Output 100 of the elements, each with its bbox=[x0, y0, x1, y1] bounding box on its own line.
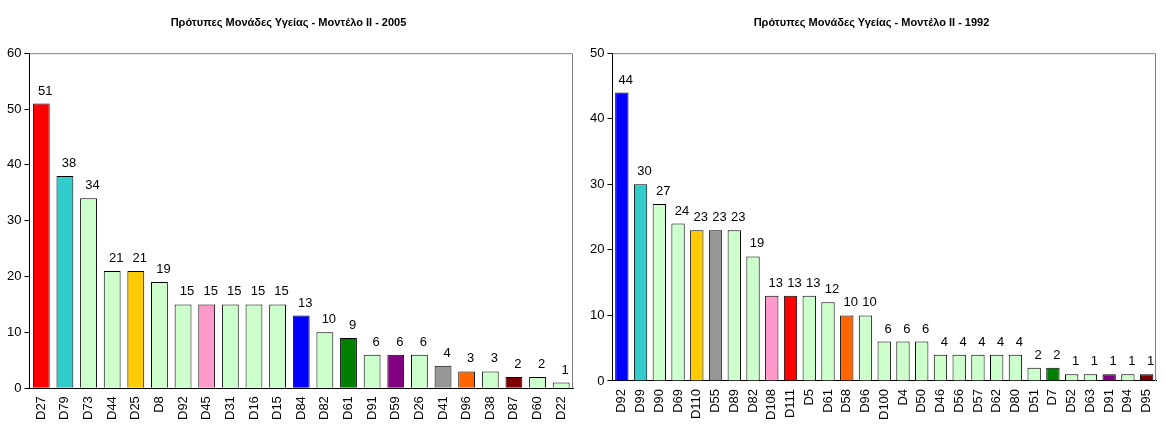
data-label: 4 bbox=[443, 344, 451, 360]
x-tick-label: D57 bbox=[969, 388, 985, 413]
x-tick-label: D31 bbox=[221, 396, 237, 421]
y-tick-label: 30 bbox=[6, 212, 22, 228]
x-tick-label: D46 bbox=[932, 388, 948, 413]
x-tick-label: D5 bbox=[800, 388, 816, 406]
data-label: 15 bbox=[274, 283, 289, 299]
data-label: 23 bbox=[731, 209, 746, 225]
data-label: 1 bbox=[1109, 353, 1117, 369]
y-tick-label: 50 bbox=[6, 100, 22, 116]
data-label: 13 bbox=[768, 274, 784, 290]
x-tick-label: D96 bbox=[857, 388, 873, 413]
x-tick-label: D95 bbox=[1138, 388, 1154, 413]
data-label: 4 bbox=[978, 333, 986, 349]
x-tick-label: D22 bbox=[552, 396, 568, 421]
y-tick-label: 60 bbox=[6, 44, 22, 60]
data-label: 6 bbox=[884, 320, 892, 336]
data-label: 10 bbox=[862, 294, 877, 310]
y-tick-label: 30 bbox=[589, 175, 605, 191]
x-tick-label: D100 bbox=[875, 388, 891, 420]
data-label: 9 bbox=[348, 316, 357, 332]
data-label: 2 bbox=[537, 356, 546, 372]
data-label: 1 bbox=[1128, 353, 1136, 369]
data-label: 44 bbox=[618, 71, 634, 87]
x-tick-label: D82 bbox=[316, 396, 332, 421]
x-tick-label: D60 bbox=[529, 396, 545, 421]
data-label: 38 bbox=[61, 155, 77, 171]
data-label: 1 bbox=[1090, 353, 1099, 369]
x-tick-label: D27 bbox=[32, 396, 48, 421]
data-label: 13 bbox=[787, 274, 802, 290]
data-label: 23 bbox=[712, 209, 727, 225]
data-label: 2 bbox=[1053, 346, 1061, 362]
y-tick-label: 20 bbox=[6, 268, 22, 284]
data-label: 15 bbox=[203, 283, 218, 299]
data-label: 1 bbox=[1072, 353, 1080, 369]
data-label: 3 bbox=[490, 350, 498, 366]
x-tick-label: D63 bbox=[1081, 388, 1097, 413]
data-label: 1 bbox=[561, 361, 569, 377]
chart-title: Πρότυπες Μονάδες Υγείας - Μοντέλο ΙΙ - 2005 bbox=[170, 15, 407, 29]
x-tick-label: D94 bbox=[1119, 388, 1135, 413]
data-label: 10 bbox=[843, 294, 858, 310]
x-tick-label: D38 bbox=[481, 396, 497, 421]
x-tick-label: D61 bbox=[340, 396, 356, 421]
x-tick-label: D92 bbox=[174, 396, 190, 421]
data-label: 3 bbox=[467, 350, 475, 366]
data-label: 2 bbox=[514, 356, 522, 372]
data-label: 51 bbox=[38, 82, 53, 98]
data-label: 6 bbox=[372, 333, 380, 349]
x-tick-label: D84 bbox=[292, 396, 308, 421]
x-tick-label: D91 bbox=[363, 396, 379, 421]
x-tick-label: D108 bbox=[763, 388, 779, 420]
chart-title: Πρότυπες Μονάδες Υγείας - Μοντέλο ΙΙ - 1992 bbox=[753, 15, 990, 29]
data-label: 24 bbox=[674, 202, 690, 218]
x-tick-label: D96 bbox=[458, 396, 474, 421]
data-label: 4 bbox=[940, 333, 949, 349]
data-label: 30 bbox=[637, 163, 652, 179]
x-tick-label: D110 bbox=[688, 388, 704, 420]
y-tick-label: 40 bbox=[589, 110, 605, 126]
x-tick-label: D87 bbox=[505, 396, 521, 421]
y-tick-label: 0 bbox=[597, 372, 605, 388]
x-tick-label: D45 bbox=[198, 396, 214, 421]
y-tick-label: 0 bbox=[14, 379, 22, 395]
x-tick-label: D89 bbox=[725, 388, 741, 413]
data-label: 13 bbox=[806, 274, 821, 290]
data-label: 15 bbox=[179, 283, 195, 299]
x-tick-label: D111 bbox=[782, 388, 798, 419]
x-tick-label: D92 bbox=[613, 388, 629, 413]
x-tick-label: D41 bbox=[434, 396, 450, 421]
x-tick-label: D25 bbox=[127, 396, 143, 421]
y-tick-label: 50 bbox=[589, 44, 605, 60]
x-tick-label: D69 bbox=[669, 388, 685, 413]
data-label: 34 bbox=[85, 177, 100, 193]
x-tick-label: D50 bbox=[913, 388, 929, 413]
x-tick-label: D99 bbox=[632, 388, 648, 413]
x-tick-label: D16 bbox=[245, 396, 261, 421]
data-label: 21 bbox=[108, 250, 124, 265]
x-tick-label: D58 bbox=[838, 388, 854, 413]
x-tick-label: D90 bbox=[650, 388, 666, 413]
x-tick-label: D7 bbox=[1044, 388, 1060, 406]
data-label: 21 bbox=[132, 250, 148, 265]
data-label: 4 bbox=[959, 333, 967, 349]
x-tick-label: D4 bbox=[894, 388, 910, 406]
x-tick-label: D80 bbox=[1007, 388, 1023, 413]
data-label: 4 bbox=[1015, 333, 1024, 349]
x-tick-label: D15 bbox=[269, 396, 285, 421]
data-label: 6 bbox=[922, 320, 930, 336]
x-tick-label: D51 bbox=[1025, 388, 1041, 413]
x-tick-label: D55 bbox=[707, 388, 723, 413]
x-tick-label: D59 bbox=[387, 396, 403, 421]
x-tick-label: D61 bbox=[819, 388, 835, 413]
data-label: 15 bbox=[227, 283, 242, 299]
data-label: 19 bbox=[156, 261, 171, 277]
y-tick-label: 10 bbox=[6, 323, 22, 339]
data-label: 6 bbox=[396, 333, 404, 349]
x-tick-label: D8 bbox=[151, 396, 167, 413]
x-tick-label: D44 bbox=[103, 396, 119, 421]
data-label: 2 bbox=[1034, 346, 1042, 362]
x-tick-label: D73 bbox=[80, 396, 96, 421]
y-tick-label: 40 bbox=[6, 156, 22, 172]
data-label: 1 bbox=[1147, 353, 1155, 369]
